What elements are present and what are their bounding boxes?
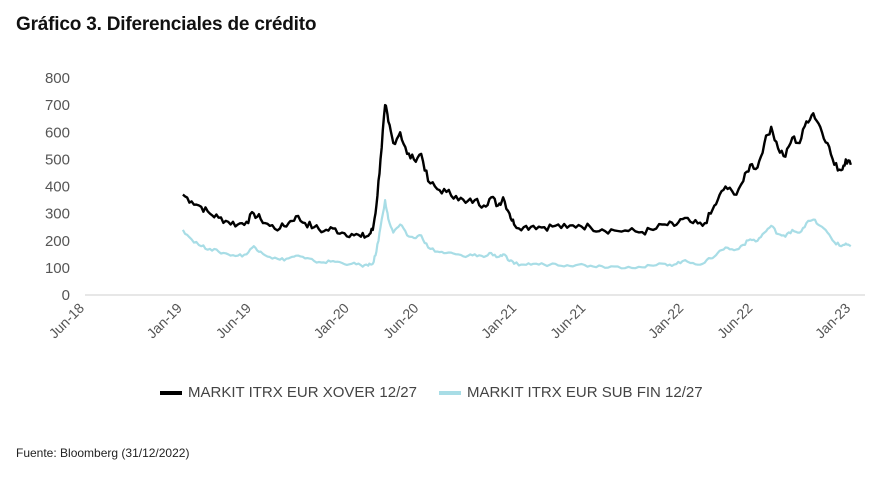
chart-source: Fuente: Bloomberg (31/12/2022) (16, 446, 190, 460)
line-chart: 0 100 200 300 400 500 600 700 800 Jun-18 Jan-19 Jun… (45, 70, 865, 342)
legend-label-xover: MARKIT ITRX EUR XOVER 12/27 (188, 384, 417, 401)
x-tick-label: Jun-18 (46, 300, 88, 342)
y-tick-label: 200 (45, 233, 70, 250)
chart-legend: MARKIT ITRX EUR XOVER 12/27 MARKIT ITRX … (160, 384, 725, 401)
legend-label-subfin: MARKIT ITRX EUR SUB FIN 12/27 (466, 384, 703, 401)
y-tick-label: 300 (45, 206, 70, 223)
y-tick-label: 800 (45, 70, 70, 87)
x-tick-label: Jan-19 (143, 300, 185, 342)
x-tick-label: Jan-20 (310, 300, 352, 342)
x-tick-label: Jun-21 (547, 300, 589, 342)
series-line-xover (182, 103, 852, 239)
y-tick-label: 400 (45, 179, 70, 196)
legend-item-xover: MARKIT ITRX EUR XOVER 12/27 (160, 384, 417, 401)
x-tick-label: Jan-23 (812, 300, 854, 342)
x-tick-label: Jan-21 (478, 300, 520, 342)
x-tick-label: Jun-19 (213, 300, 255, 342)
x-tick-label: Jun-22 (714, 300, 756, 342)
y-tick-label: 500 (45, 151, 70, 168)
chart-title: Gráfico 3. Diferenciales de crédito (16, 14, 317, 35)
x-tick-label: Jan-22 (645, 300, 687, 342)
y-tick-label: 700 (45, 97, 70, 114)
y-tick-label: 0 (62, 287, 70, 304)
legend-swatch-xover (160, 390, 182, 395)
series-line-subfin (181, 199, 852, 270)
y-tick-label: 600 (45, 124, 70, 141)
y-tick-label: 100 (45, 260, 70, 277)
legend-item-subfin: MARKIT ITRX EUR SUB FIN 12/27 (438, 384, 703, 401)
legend-swatch-subfin (438, 390, 461, 395)
x-tick-label: Jun-20 (380, 300, 422, 342)
